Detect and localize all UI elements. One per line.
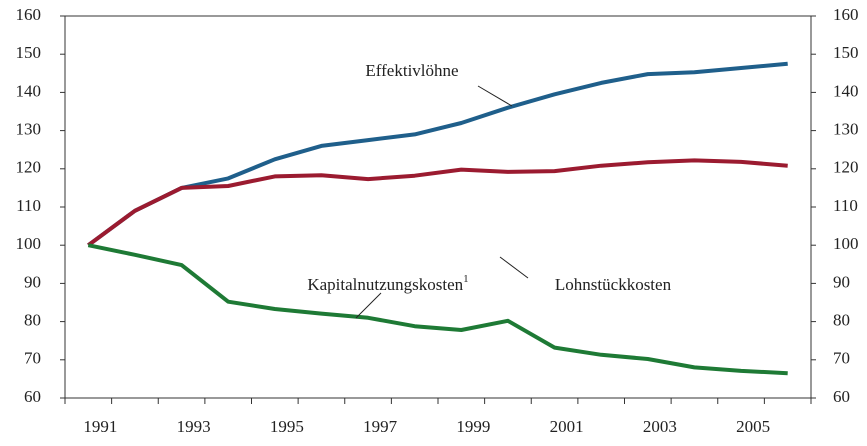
y2-tick-label: 120 xyxy=(833,158,859,177)
x-tick-label: 2005 xyxy=(736,417,770,436)
series-label: Effektivlöhne xyxy=(365,61,458,80)
x-tick-label: 1995 xyxy=(270,417,304,436)
y2-tick-label: 90 xyxy=(833,272,850,291)
y-tick-label: 70 xyxy=(24,349,41,368)
series-label: Kapitalnutzungskosten1 xyxy=(307,273,468,294)
leader-line xyxy=(499,256,529,279)
y-tick-label: 100 xyxy=(16,234,42,253)
x-tick-label: 1997 xyxy=(363,417,398,436)
y-tick-label: 110 xyxy=(16,196,41,215)
y-tick-label: 60 xyxy=(24,387,41,406)
series-name: Effektivlöhne xyxy=(365,61,458,80)
x-tick-label: 2001 xyxy=(550,417,584,436)
series-name: Kapitalnutzungskosten xyxy=(307,275,463,294)
y-tick-label: 130 xyxy=(16,120,42,139)
leader-line xyxy=(355,292,382,319)
y2-tick-label: 100 xyxy=(833,234,859,253)
y2-tick-label: 80 xyxy=(833,311,850,330)
y-tick-label: 120 xyxy=(16,158,42,177)
y-tick-label: 160 xyxy=(16,5,42,24)
y-tick-label: 150 xyxy=(16,43,42,62)
y2-tick-label: 130 xyxy=(833,120,859,139)
series-name: Lohnstückkosten xyxy=(555,275,672,294)
x-tick-label: 1999 xyxy=(456,417,490,436)
series-line xyxy=(87,61,788,247)
y2-tick-label: 160 xyxy=(833,5,859,24)
series-line xyxy=(87,158,788,247)
y-tick-label: 80 xyxy=(24,311,41,330)
x-tick-label: 2003 xyxy=(643,417,677,436)
x-tick-label: 1991 xyxy=(83,417,117,436)
y2-tick-label: 110 xyxy=(833,196,858,215)
series-line xyxy=(87,243,788,376)
y2-tick-label: 60 xyxy=(833,387,850,406)
x-tick-label: 1993 xyxy=(177,417,211,436)
y2-tick-label: 70 xyxy=(833,349,850,368)
y2-tick-label: 140 xyxy=(833,81,859,100)
series-label: Lohnstückkosten xyxy=(555,275,672,294)
y2-tick-label: 150 xyxy=(833,43,859,62)
y-tick-label: 90 xyxy=(24,272,41,291)
footnote-mark: 1 xyxy=(463,273,469,285)
y-tick-label: 140 xyxy=(16,81,42,100)
leader-line xyxy=(477,85,513,107)
